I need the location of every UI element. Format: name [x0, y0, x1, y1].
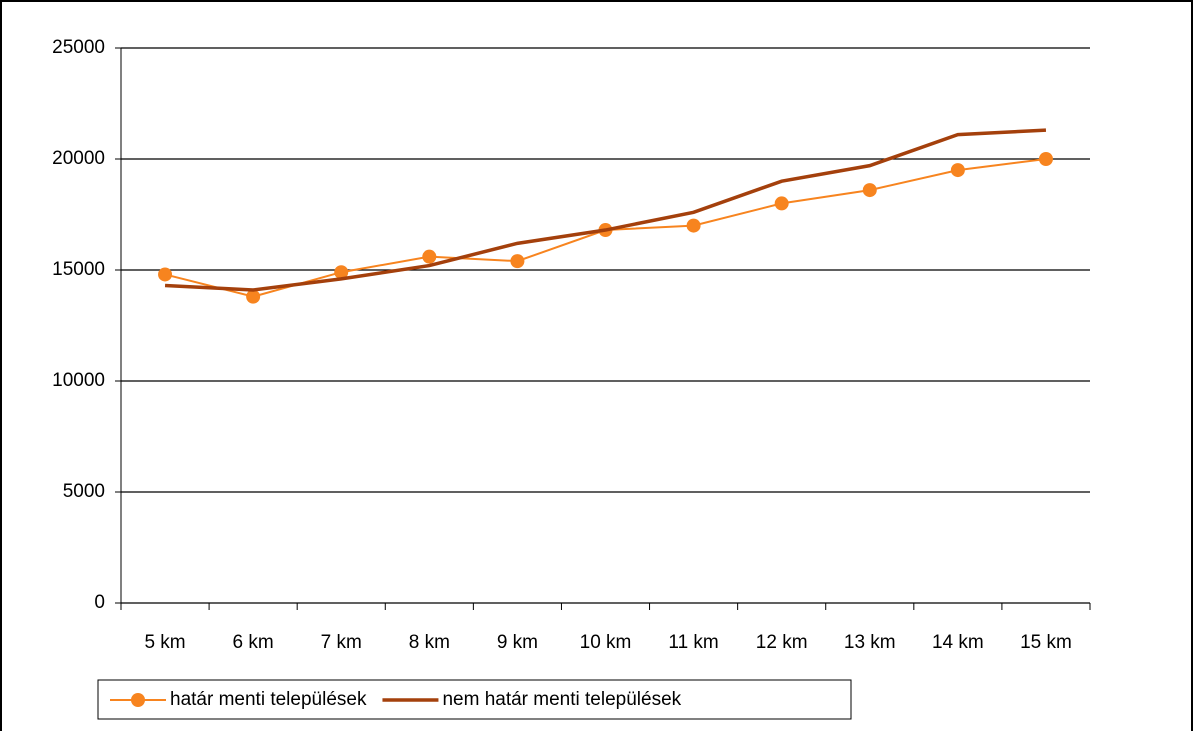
y-tick-label: 20000 [52, 148, 105, 169]
x-tick-label: 7 km [321, 632, 362, 653]
x-tick-label: 14 km [932, 632, 984, 653]
marker [422, 249, 437, 264]
x-tick-label: 10 km [580, 632, 632, 653]
legend-box [97, 679, 852, 720]
y-tick-label: 15000 [52, 259, 105, 280]
marker [686, 218, 701, 233]
legend-label: határ menti települések [170, 689, 367, 710]
x-tick-label: 8 km [409, 632, 450, 653]
marker [774, 196, 789, 211]
x-tick-label: 15 km [1020, 632, 1072, 653]
x-tick-label: 11 km [668, 632, 718, 653]
x-tick-label: 12 km [756, 632, 808, 653]
marker [334, 265, 349, 280]
x-tick-label: 9 km [497, 632, 538, 653]
marker [1038, 152, 1053, 166]
marker [510, 254, 525, 269]
marker [158, 267, 173, 282]
x-tick-label: 6 km [233, 632, 274, 653]
marker [862, 183, 877, 198]
x-tick-label: 5 km [144, 632, 185, 653]
marker [950, 163, 965, 178]
y-tick-label: 10000 [52, 370, 105, 391]
legend-marker [131, 693, 145, 707]
marker [246, 289, 261, 304]
y-tick-label: 0 [94, 592, 105, 613]
legend: határ menti települések nem határ menti t… [97, 679, 852, 720]
legend-label: nem határ menti települések [442, 689, 681, 710]
line [164, 128, 1047, 292]
x-tick-label: 13 km [844, 632, 896, 653]
y-tick-label: 25000 [52, 37, 105, 58]
y-tick-label: 5000 [63, 481, 105, 502]
